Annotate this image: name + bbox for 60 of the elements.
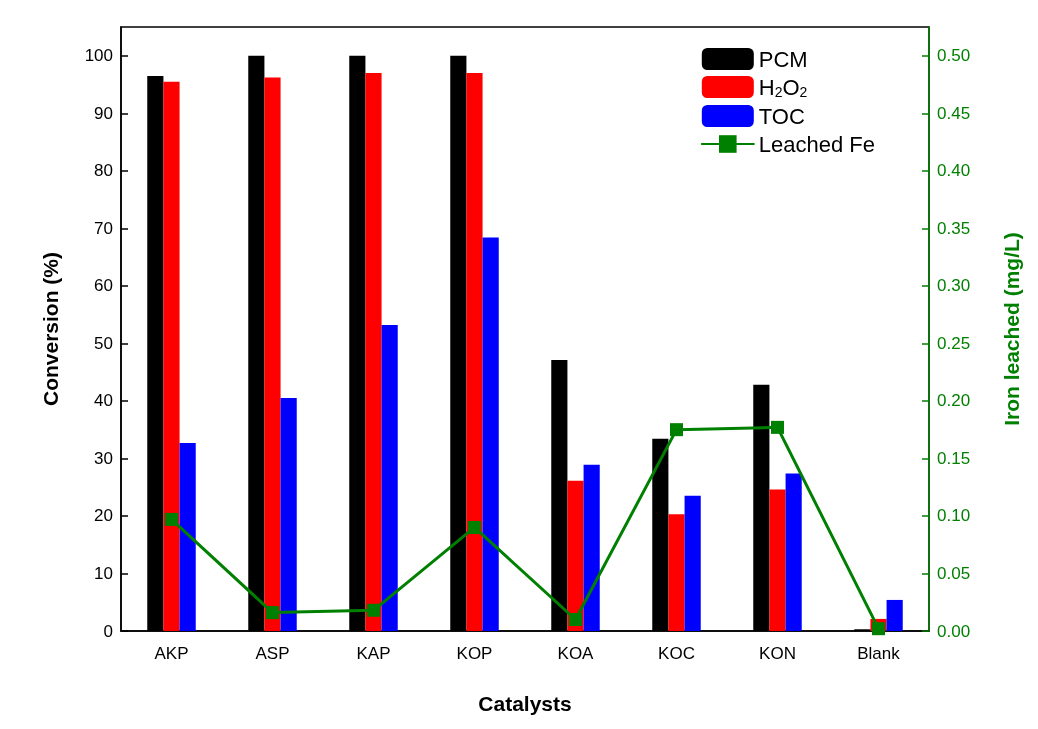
y2-tick-label: 0.25: [937, 333, 971, 353]
y2-tick-label: 0.45: [937, 103, 971, 123]
y2-tick-label: 0.10: [937, 506, 971, 526]
bar: [482, 237, 499, 631]
y-tick-label: 30: [94, 448, 113, 468]
point: [670, 423, 683, 437]
y-tick-label: 50: [94, 333, 113, 353]
y-tick-label: 100: [84, 46, 113, 66]
y-tick-label: 70: [94, 218, 113, 238]
bar: [466, 73, 483, 631]
x-tick-label: Blank: [857, 644, 901, 663]
y-tick-label: 10: [94, 563, 113, 583]
y-tick-label: 40: [94, 391, 113, 411]
bar: [264, 77, 281, 631]
x-axis-title: Catalysts: [478, 692, 572, 715]
bar: [668, 514, 685, 631]
y-tick-label: 60: [94, 276, 113, 296]
point: [468, 520, 481, 534]
bar: [381, 324, 398, 631]
y2-tick-label: 0.15: [937, 448, 971, 468]
bar: [567, 480, 584, 631]
legend-label: H2O2: [758, 74, 808, 100]
x-tick-label: ASP: [255, 644, 290, 663]
y-axis-title: Conversion (%): [39, 251, 62, 407]
bar: [280, 398, 297, 631]
x-tick-label: KON: [759, 644, 796, 663]
x-tick-label: KAP: [356, 644, 391, 663]
x-tick-label: KOP: [456, 644, 493, 663]
y-tick-label: 0: [103, 621, 113, 641]
y2-tick-label: 0.35: [937, 218, 971, 238]
bar: [785, 473, 802, 631]
bar: [769, 489, 786, 631]
point: [165, 512, 178, 526]
y2-axis-title: Iron leached (mg/L): [1000, 232, 1023, 426]
y2-tick-label: 0.40: [937, 161, 971, 181]
legend-label: Leached Fe: [758, 131, 875, 157]
y-tick-label: 80: [94, 161, 113, 181]
y2-tick-label: 0.05: [937, 563, 971, 583]
bar: [163, 81, 180, 631]
y2-tick-label: 0.30: [937, 276, 971, 296]
y-tick-label: 90: [94, 103, 113, 123]
point: [367, 603, 380, 617]
point: [569, 613, 582, 626]
bar: [583, 464, 600, 631]
point: [771, 420, 784, 434]
point: [872, 622, 885, 636]
bar: [179, 442, 196, 631]
y2-tick-label: 0.50: [937, 46, 971, 66]
bar: [684, 495, 701, 631]
bar: [365, 73, 382, 631]
x-tick-label: AKP: [154, 644, 189, 663]
point: [266, 606, 279, 620]
bar: [886, 599, 903, 631]
legend-label: PCM: [758, 46, 808, 72]
x-tick-label: KOC: [658, 644, 695, 663]
y-tick-label: 20: [94, 506, 113, 526]
y2-tick-label: 0.00: [937, 621, 971, 641]
x-tick-label: KOA: [557, 644, 595, 663]
y2-tick-label: 0.20: [937, 391, 971, 411]
legend-label: TOC: [758, 103, 805, 129]
